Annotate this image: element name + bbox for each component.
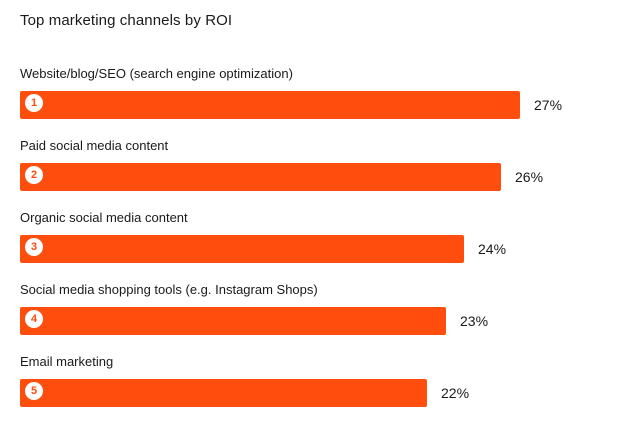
bar-row: Paid social media content 2 26% xyxy=(20,138,600,198)
value-label: 24% xyxy=(478,241,507,257)
value-label: 22% xyxy=(441,385,470,401)
bar: 5 xyxy=(20,379,427,407)
category-label: Email marketing xyxy=(20,354,114,369)
rank-badge: 1 xyxy=(25,94,43,112)
value-label: 26% xyxy=(515,169,544,185)
category-label: Website/blog/SEO (search engine optimiza… xyxy=(20,66,293,81)
chart-title: Top marketing channels by ROI xyxy=(20,12,233,29)
bar: 1 xyxy=(20,91,520,119)
bar: 3 xyxy=(20,235,464,263)
value-label: 27% xyxy=(534,97,563,113)
rank-badge: 5 xyxy=(25,382,43,400)
category-label: Social media shopping tools (e.g. Instag… xyxy=(20,282,318,297)
bar: 4 xyxy=(20,307,446,335)
rank-badge: 3 xyxy=(25,238,43,256)
bar-row: Website/blog/SEO (search engine optimiza… xyxy=(20,66,600,126)
bar-row: Social media shopping tools (e.g. Instag… xyxy=(20,282,600,342)
category-label: Organic social media content xyxy=(20,210,188,225)
rank-badge: 4 xyxy=(25,310,43,328)
bar: 2 xyxy=(20,163,501,191)
rank-badge: 2 xyxy=(25,166,43,184)
bar-row: Organic social media content 3 24% xyxy=(20,210,600,270)
category-label: Paid social media content xyxy=(20,138,169,153)
bar-row: Email marketing 5 22% xyxy=(20,354,600,414)
value-label: 23% xyxy=(460,313,489,329)
